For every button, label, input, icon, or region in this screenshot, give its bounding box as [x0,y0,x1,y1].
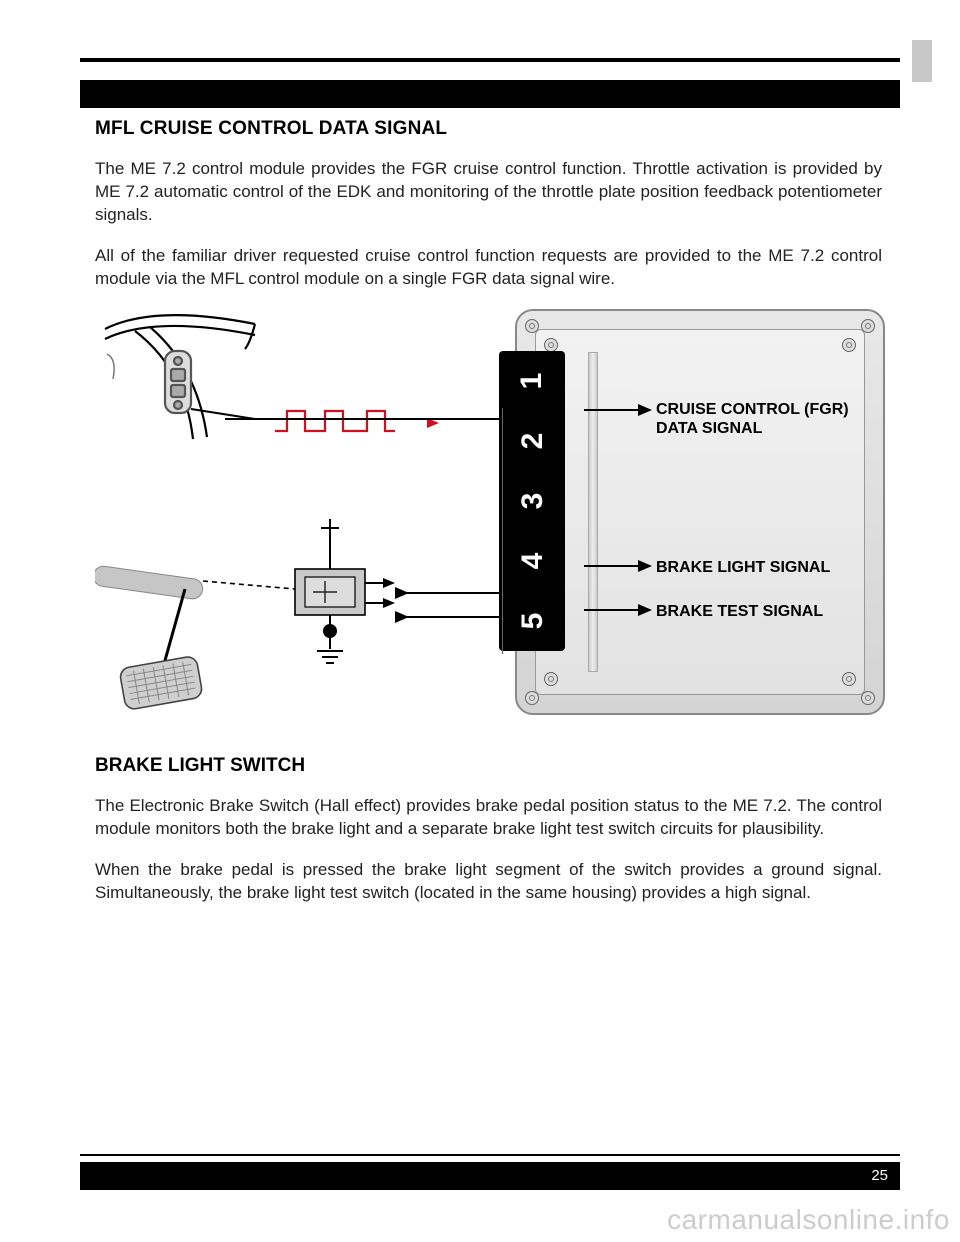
arrowhead-icon [638,560,652,572]
header-black-band [80,80,900,108]
label-cruise-signal: CRUISE CONTROL (FGR) DATA SIGNAL [656,400,866,438]
brake-test-signal-line [400,616,515,618]
label-line [584,565,640,568]
module-inner: CRUISE CONTROL (FGR) DATA SIGNAL BRAKE L… [535,329,865,695]
signal-diagram: CRUISE CONTROL (FGR) DATA SIGNAL BRAKE L… [95,309,885,729]
watermark-text: carmanualsonline.info [667,1204,950,1236]
label-line [584,409,640,412]
screw-icon [842,672,856,686]
section2-para1: The Electronic Brake Switch (Hall effect… [95,795,882,841]
section-title-2: BRAKE LIGHT SWITCH [95,755,882,777]
control-module-icon: CRUISE CONTROL (FGR) DATA SIGNAL BRAKE L… [515,309,885,715]
label-line [584,609,640,612]
cruise-signal-line [225,418,515,420]
section1-para2: All of the familiar driver requested cru… [95,245,882,291]
brake-pedal-icon [95,519,355,719]
connector-pin-1: 1 [502,348,562,414]
content-area: MFL CRUISE CONTROL DATA SIGNAL The ME 7.… [95,118,882,922]
right-grey-tab [912,40,932,82]
steering-wheel-icon [95,309,295,479]
arrowhead-icon [638,404,652,416]
connector-pin-2: 2 [502,408,562,474]
connector-pin-3: 3 [502,468,562,534]
screw-icon [842,338,856,352]
connector-pin-4: 4 [502,528,562,594]
section1-para1: The ME 7.2 control module provides the F… [95,158,882,227]
brake-light-signal-line [400,592,515,594]
section2-para2: When the brake pedal is pressed the brak… [95,859,882,905]
page-number: 25 [871,1167,888,1184]
label-brake-test: BRAKE TEST SIGNAL [656,602,856,621]
square-wave-icon [275,401,425,441]
label-brake-light: BRAKE LIGHT SIGNAL [656,558,856,577]
footer-black-band [80,1162,900,1190]
screw-icon [544,672,558,686]
arrowhead-icon [395,611,409,623]
manual-page: MFL CRUISE CONTROL DATA SIGNAL The ME 7.… [0,0,960,1242]
footer-rule [80,1154,900,1156]
connector-rail [588,352,598,672]
top-rule [80,58,900,62]
connector-pin-5: 5 [502,588,562,654]
section-title-1: MFL CRUISE CONTROL DATA SIGNAL [95,118,882,140]
arrowhead-icon [395,587,409,599]
connector-block: 1 2 3 4 5 [499,351,565,651]
arrowhead-icon [638,604,652,616]
